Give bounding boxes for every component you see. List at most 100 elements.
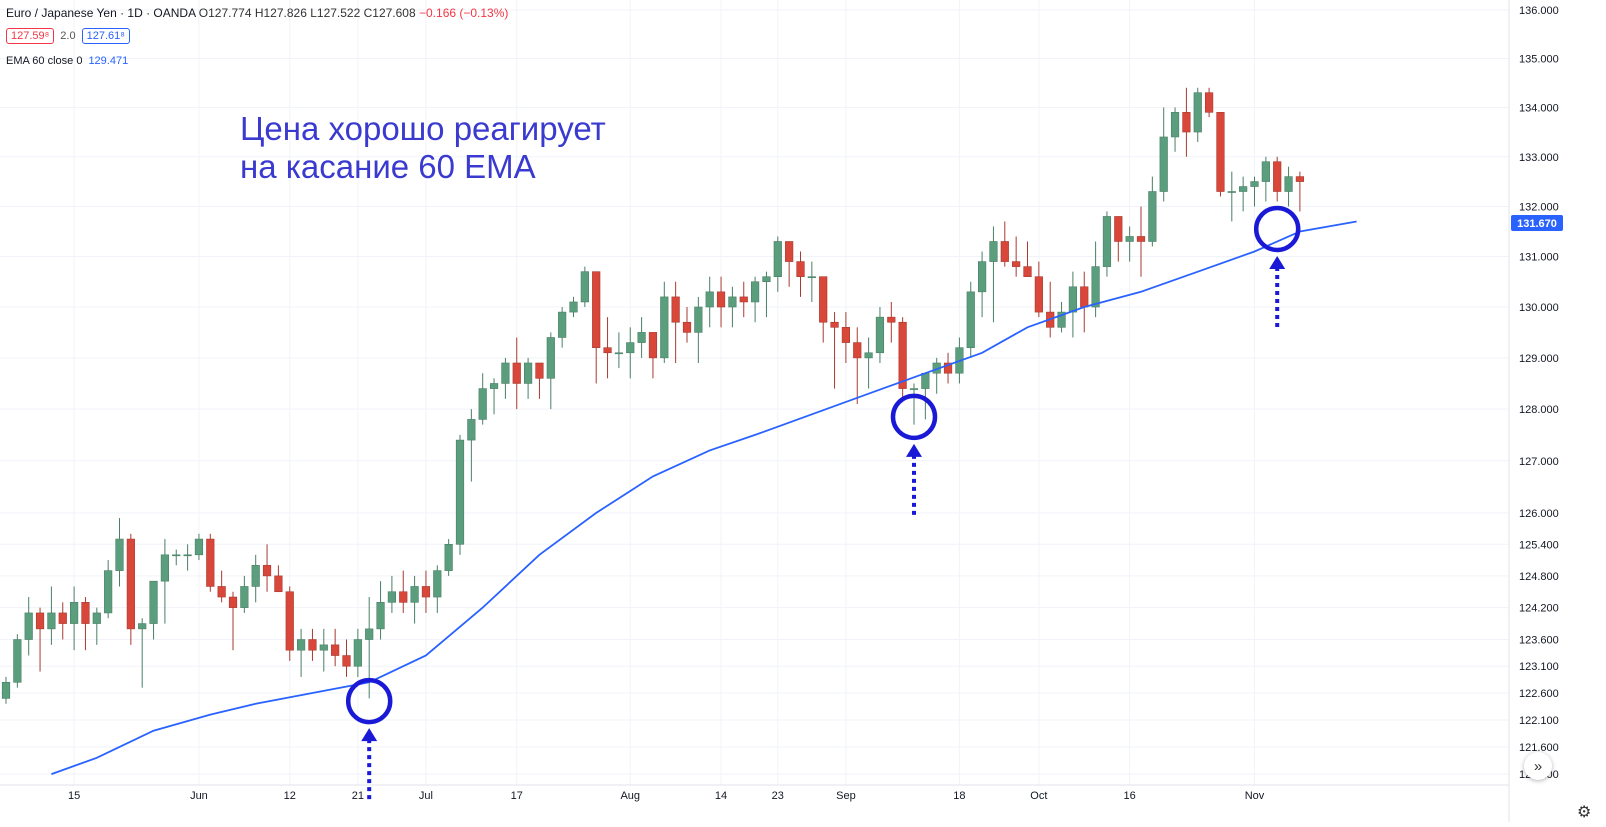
ohlc-values: O127.774 H127.826 L127.522 C127.608 <box>198 6 416 20</box>
candle-body <box>172 554 181 557</box>
y-tick-label: 123.600 <box>1519 635 1559 647</box>
highlight-circle <box>890 393 938 441</box>
candle-body <box>569 301 578 313</box>
y-tick-label: 123.100 <box>1519 661 1559 673</box>
candle-body <box>444 544 453 571</box>
candle-body <box>614 352 623 355</box>
candle-body <box>13 639 22 683</box>
candle-body <box>1182 112 1191 133</box>
ema-label: EMA 60 close 0 <box>6 55 83 67</box>
candle-body <box>1170 112 1180 138</box>
y-tick-label: 126.000 <box>1519 508 1559 520</box>
candle-body <box>671 296 680 323</box>
candle-body <box>308 639 317 651</box>
candle-body <box>716 291 726 308</box>
candle-body <box>1261 161 1270 182</box>
y-tick-label: 122.100 <box>1519 715 1559 727</box>
candle-body <box>898 321 907 389</box>
x-tick-label: 14 <box>715 790 727 802</box>
candle-body <box>762 276 771 283</box>
candle-body <box>104 570 113 614</box>
candle-body <box>1250 181 1259 187</box>
candle-body <box>637 332 646 343</box>
candle-body <box>376 602 385 630</box>
candle-body <box>1114 216 1123 242</box>
sell-price-button[interactable]: 127.59⁸ <box>6 28 55 44</box>
candle-body <box>24 612 33 640</box>
annotation-line-1: Цена хорошо реагирует <box>240 110 606 147</box>
y-tick-label: 132.000 <box>1519 201 1559 213</box>
candle-body <box>365 628 374 640</box>
candle-body <box>830 321 839 328</box>
candle-body <box>682 321 692 333</box>
candle-body <box>410 586 419 603</box>
candle-body <box>421 586 431 598</box>
candle-body <box>1216 112 1225 192</box>
candle-body <box>70 602 79 624</box>
candle-body <box>1284 176 1293 192</box>
gear-icon[interactable]: ⚙ <box>1577 804 1592 821</box>
ema-legend[interactable]: EMA 60 close 0 129.471 <box>6 55 128 67</box>
candle-body <box>194 538 204 556</box>
candle-body <box>1148 191 1157 242</box>
symbol-header: Euro / Japanese Yen · 1D · OANDA O127.77… <box>6 6 508 20</box>
candle-body <box>1193 92 1202 133</box>
candle-body <box>1023 266 1032 277</box>
last-price-label: 131.670 <box>1517 218 1557 230</box>
candle-body <box>455 439 465 545</box>
candle-body <box>887 316 896 323</box>
candle-body <box>705 291 714 308</box>
candle-body <box>785 241 794 262</box>
candle-body <box>1205 92 1214 113</box>
arrow-head <box>361 728 378 742</box>
candle-body <box>728 296 737 308</box>
y-tick-label: 128.000 <box>1519 404 1559 416</box>
candle-body <box>285 591 294 651</box>
x-tick-label: 17 <box>511 790 523 802</box>
candle-body <box>1091 266 1100 308</box>
candle-body <box>1136 236 1146 242</box>
buy-price-button[interactable]: 127.61⁸ <box>81 28 130 44</box>
candle-body <box>580 271 589 303</box>
arrow-head <box>906 443 922 457</box>
x-tick-label: Sep <box>836 790 856 802</box>
last-price-tag <box>1511 214 1563 231</box>
y-tick-label: 134.000 <box>1519 102 1559 114</box>
candle-body <box>183 554 192 557</box>
candle-body <box>240 586 249 608</box>
candle-body <box>1102 216 1112 267</box>
candle-body <box>977 261 987 293</box>
candle-body <box>807 276 816 278</box>
candle-body <box>1 681 11 699</box>
candle-body <box>35 612 45 630</box>
candle-body <box>1068 286 1077 313</box>
x-tick-label: Oct <box>1030 790 1047 802</box>
y-tick-label: 131.000 <box>1519 252 1559 264</box>
candle-body <box>138 623 147 630</box>
annotation-line-2: на касание 60 EMA <box>240 148 536 185</box>
candle-body <box>660 296 669 359</box>
candle-body <box>875 316 885 354</box>
candle-body <box>331 644 340 656</box>
double-chevron-right-icon[interactable]: » <box>1524 752 1552 780</box>
y-tick-label: 133.000 <box>1519 152 1559 164</box>
candle-body <box>501 362 510 384</box>
y-tick-label: 136.000 <box>1519 5 1559 17</box>
candle-body <box>319 644 328 651</box>
x-tick-label: 15 <box>68 790 80 802</box>
candle-body <box>433 570 442 598</box>
candle-body <box>558 311 567 338</box>
candle-body <box>399 591 408 603</box>
candle-body <box>1012 261 1021 267</box>
quote-badges: 127.59⁸ 2.0 127.61⁸ <box>6 28 130 44</box>
candle-body <box>626 342 635 354</box>
candle-body <box>694 306 703 333</box>
spread-value: 2.0 <box>60 30 76 42</box>
candle-body <box>478 388 487 420</box>
candle-body <box>523 362 533 384</box>
candle-body <box>648 332 658 359</box>
highlight-circle <box>1253 205 1301 253</box>
candle-body <box>1057 311 1066 328</box>
